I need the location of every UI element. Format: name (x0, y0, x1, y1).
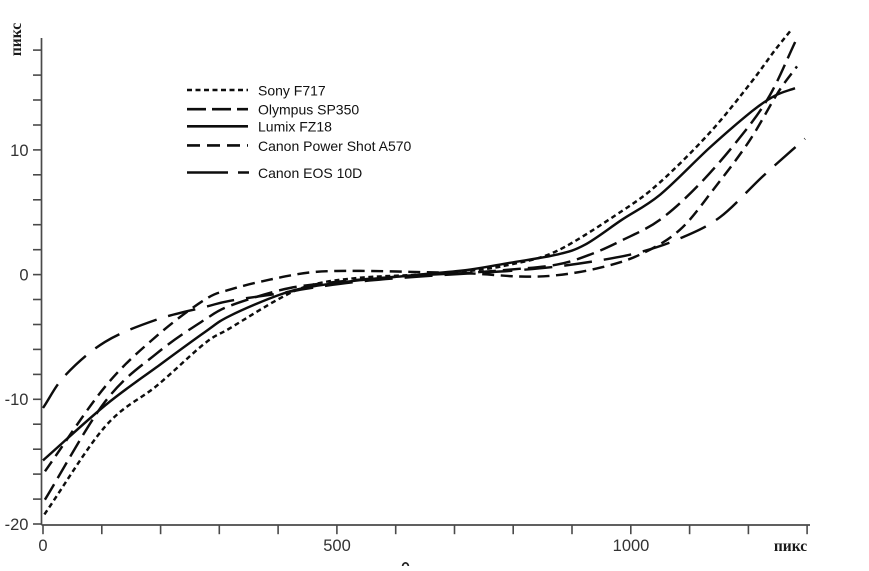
svg-text:1000: 1000 (613, 537, 650, 555)
svg-text:-10: -10 (5, 391, 29, 409)
svg-text:-20: -20 (5, 516, 29, 534)
svg-text:Lumix FZ18: Lumix FZ18 (258, 119, 332, 135)
svg-text:500: 500 (323, 537, 351, 555)
svg-text:Canon Power Shot A570: Canon Power Shot A570 (258, 138, 412, 154)
svg-text:0: 0 (38, 537, 47, 555)
svg-text:пикс: пикс (774, 538, 807, 555)
svg-text:пикс: пикс (8, 23, 25, 56)
svg-text:Sony F717: Sony F717 (258, 82, 326, 98)
svg-text:0: 0 (19, 267, 28, 285)
svg-text:10: 10 (10, 142, 28, 160)
svg-text:Canon EOS 10D: Canon EOS 10D (258, 165, 362, 181)
svg-text:Olympus SP350: Olympus SP350 (258, 101, 359, 117)
